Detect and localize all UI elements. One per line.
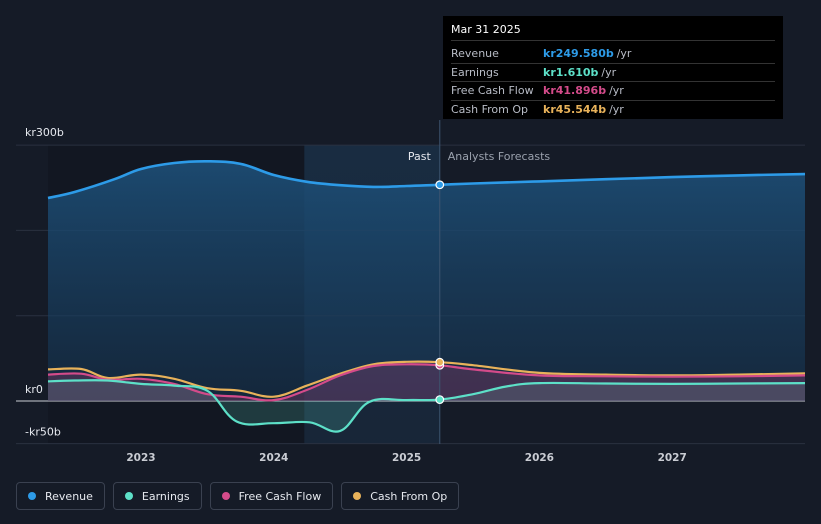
revenue-line [47,159,806,200]
earnings-dot-icon [124,492,133,500]
tooltip-value: kr45.544b [543,102,607,116]
x-axis-tick-label: 2023 [126,452,155,464]
revenue-dot-icon [28,492,36,500]
revenue-area [48,161,805,401]
tooltip-date: Mar 31 2025 [451,23,775,41]
tooltip-unit: /yr [616,47,632,61]
tooltip-unit: /yr [601,65,617,79]
free-cash-flow-line [47,363,806,402]
free-cash-flow-dot-icon [221,492,230,500]
tooltip-label: Free Cash Flow [451,84,534,98]
y-axis-label: -kr50b [25,426,61,439]
legend-item-revenue[interactable]: Revenue [16,482,105,510]
tooltip-value: kr1.610b [543,65,599,79]
y-axis-label: kr300b [25,126,64,139]
tooltip-unit: /yr [609,102,624,116]
free-cash-flow-area [48,364,805,401]
legend-item-cash-from-op[interactable]: Cash From Op [341,482,460,510]
earnings-marker [435,395,445,405]
chart-canvas: kr300b kr0 -kr50b 2023 2024 2025 2026 2027 Past A… [16,120,806,464]
earnings-line [47,379,806,433]
legend-item-earnings[interactable]: Earnings [112,482,202,510]
tooltip-row-free-cash-flow: Free Cash Flow kr41.896b /yr [451,82,775,101]
tooltip-unit: /yr [609,84,624,98]
cash-from-op-dot-icon [353,492,362,500]
tooltip-label: Earnings [451,65,499,79]
tooltip-value: kr249.580b [543,47,614,61]
past-label: Past [408,150,432,163]
legend-label: Earnings [141,489,190,503]
data-tooltip: Mar 31 2025 Revenue kr249.580b /yr Earni… [443,16,783,119]
revenue-marker [435,180,445,190]
forecast-label: Analysts Forecasts [448,150,551,163]
cash-from-op-line [47,360,806,398]
tooltip-value: kr41.896b [543,84,607,98]
y-axis-label: kr0 [25,383,43,396]
legend-label: Free Cash Flow [238,489,322,503]
x-axis-tick-label: 2026 [525,452,554,464]
tooltip-label: Cash From Op [451,102,529,116]
cash-from-op-marker [435,357,445,367]
tooltip-row-earnings: Earnings kr1.610b /yr [451,64,775,82]
tooltip-row-revenue: Revenue kr249.580b /yr [451,45,775,64]
tooltip-row-cash-from-op: Cash From Op kr45.544b /yr [451,101,775,119]
legend-label: Cash From Op [370,489,448,503]
legend-label: Revenue [45,489,93,503]
x-axis-tick-label: 2025 [392,452,421,464]
earnings-area [48,380,805,432]
tooltip-label: Revenue [451,47,499,61]
legend-item-free-cash-flow[interactable]: Free Cash Flow [209,482,334,510]
x-axis-tick-label: 2027 [658,452,687,464]
chart-legend: Revenue Earnings Free Cash Flow Cash Fro… [16,482,460,510]
x-axis-tick-label: 2024 [259,452,288,464]
